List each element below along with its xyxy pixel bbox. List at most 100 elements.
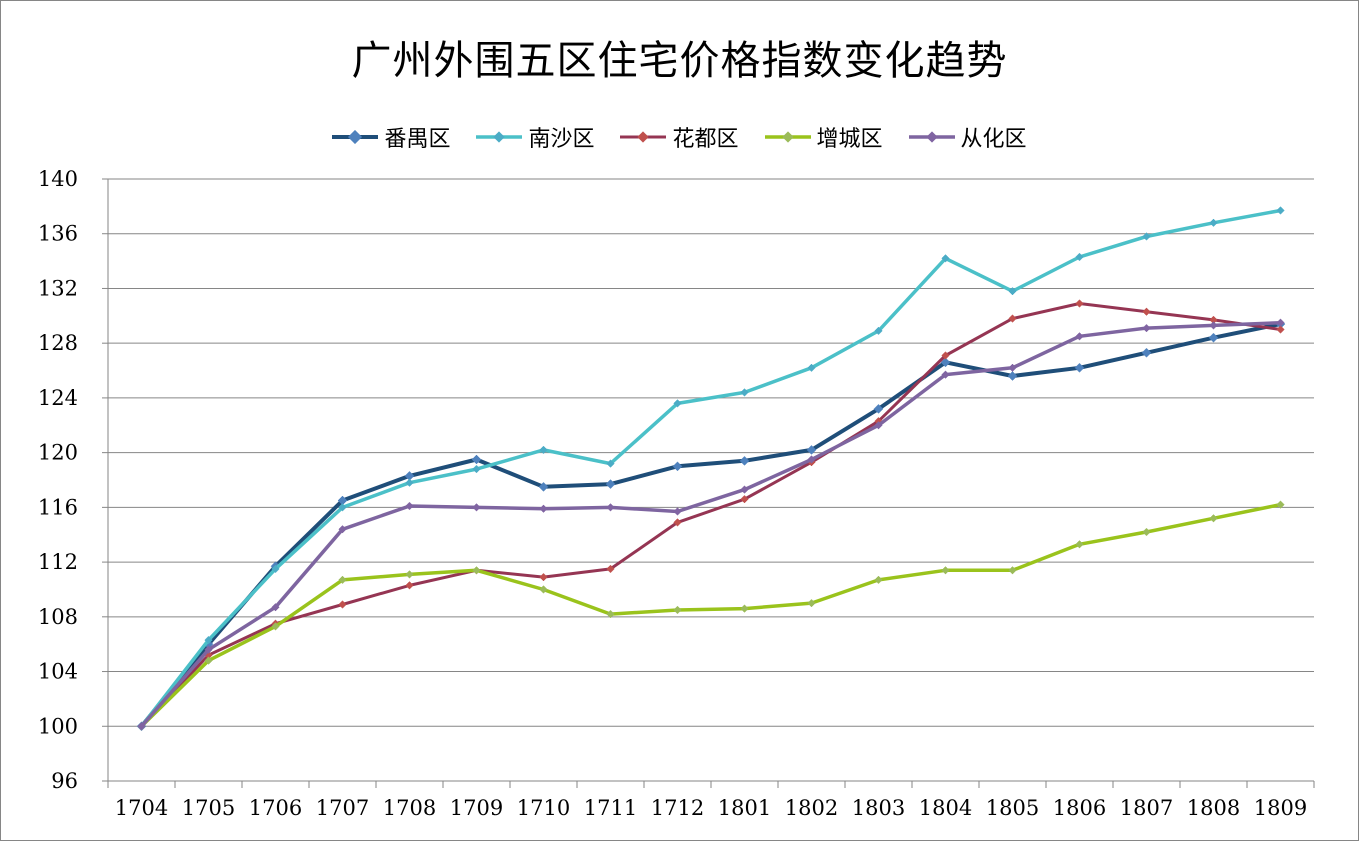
data-point-marker [405,478,414,487]
data-point-marker [673,605,682,615]
chart-legend: 番禺区 南沙区 花都区 增城区 从化区 [0,120,1359,154]
data-point-marker [672,461,683,472]
data-point-marker [941,351,950,360]
data-point-marker [673,507,682,516]
data-point-marker [605,479,616,489]
data-point-marker [1276,206,1285,215]
data-point-marker [1209,514,1218,523]
series-line-1 [139,208,1283,729]
data-point-marker [806,445,817,455]
x-tick-label: 1805 [986,796,1039,820]
legend-item-zengcheng[interactable]: 增城区 [764,121,883,153]
data-point-marker [539,504,548,513]
y-tick-label: 104 [38,660,78,684]
y-tick-label: 132 [38,276,78,300]
data-point-marker [405,581,414,590]
y-tick-label: 108 [38,605,78,629]
data-point-marker [204,645,213,654]
data-point-marker [807,363,816,372]
data-point-marker [1142,232,1151,241]
y-tick-label: 124 [38,386,78,410]
data-point-marker [472,464,481,474]
series-line-4 [139,320,1283,729]
data-point-marker [941,254,950,263]
data-point-marker [539,572,548,582]
x-tick-label: 1808 [1187,796,1240,820]
data-point-marker [538,481,549,492]
legend-label-zengcheng: 增城区 [816,127,883,152]
series-line-3 [139,502,1283,729]
y-tick-label: 140 [38,167,78,191]
data-point-marker [1276,325,1285,334]
data-point-marker [471,454,482,465]
data-point-marker [338,575,347,585]
data-point-marker [1008,566,1017,575]
data-point-marker [740,485,749,494]
data-point-marker [740,604,749,613]
data-point-marker [1209,321,1218,330]
data-point-marker [1074,362,1085,373]
data-point-marker [1008,314,1017,323]
data-point-marker [405,501,414,511]
legend-item-nansha[interactable]: 南沙区 [476,121,594,153]
data-point-marker [271,622,280,631]
legend-swatch-panyu [332,130,379,144]
y-tick-label: 120 [38,441,78,465]
x-tick-label: 1705 [182,796,235,820]
legend-label-nansha: 南沙区 [528,127,595,152]
data-point-marker [874,575,883,585]
legend-item-huadu[interactable]: 花都区 [620,121,739,153]
data-point-marker [1075,332,1084,341]
series-line-0 [139,322,1283,729]
data-point-marker [1141,347,1152,358]
y-tick-label: 112 [38,550,78,574]
data-point-marker [1008,287,1017,296]
x-tick-label: 1712 [651,796,704,820]
data-point-marker [1208,332,1219,343]
y-tick-label: 96 [51,769,78,793]
legend-swatch-conghua [908,131,955,143]
data-point-marker [1142,527,1151,537]
legend-item-conghua[interactable]: 从化区 [908,121,1027,153]
legend-item-panyu[interactable]: 番禺区 [332,121,450,153]
data-point-marker [807,455,816,464]
x-tick-label: 1711 [584,796,637,820]
chart-title: 广州外围五区住宅价格指数变化趋势 [351,38,1008,84]
data-point-marker [1007,371,1018,381]
data-point-marker [874,326,883,336]
data-point-marker [1008,363,1017,372]
legend-swatch-nansha [476,131,523,143]
x-tick-label: 1708 [383,796,436,820]
data-point-marker [606,564,615,574]
data-point-marker [1276,318,1285,327]
data-point-marker [739,455,750,466]
data-point-marker [204,635,213,645]
x-tick-label: 1709 [450,796,503,820]
x-tick-label: 1706 [249,796,302,820]
data-point-marker [874,421,883,430]
data-point-marker [271,564,280,574]
data-point-marker [338,525,347,534]
x-tick-label: 1710 [517,796,570,820]
data-point-marker [539,585,548,594]
data-point-marker [1209,218,1218,227]
legend-swatch-huadu [620,131,667,143]
data-point-marker [539,445,548,455]
data-point-marker [338,503,347,512]
data-point-marker [1075,252,1084,262]
data-point-marker [137,722,146,731]
legend-label-panyu: 番禺区 [384,127,451,152]
x-tick-label: 1806 [1053,796,1106,820]
data-point-marker [941,370,950,379]
data-point-marker [1276,500,1285,509]
x-tick-label: 1809 [1254,796,1307,820]
data-point-marker [338,600,347,609]
x-tick-label: 1704 [115,796,168,820]
data-point-marker [673,399,682,408]
legend-swatch-zengcheng [764,131,811,143]
y-tick-label: 100 [38,714,78,738]
data-point-marker [1142,307,1151,316]
x-tick-label: 1807 [1120,796,1173,820]
